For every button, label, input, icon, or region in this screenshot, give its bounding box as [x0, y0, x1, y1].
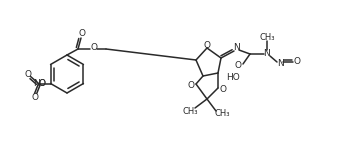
Text: O: O — [78, 29, 86, 39]
Text: O: O — [91, 44, 97, 53]
Text: O: O — [219, 85, 226, 93]
Text: CH₃: CH₃ — [259, 32, 275, 41]
Text: CH₃: CH₃ — [214, 110, 230, 119]
Text: N: N — [33, 79, 40, 88]
Text: O: O — [293, 58, 300, 66]
Text: O: O — [39, 80, 45, 88]
Text: O: O — [24, 70, 31, 79]
Text: O: O — [235, 61, 242, 71]
Text: HO: HO — [226, 73, 240, 81]
Text: O: O — [31, 93, 38, 102]
Text: CH₃: CH₃ — [182, 107, 198, 115]
Text: O: O — [187, 80, 195, 90]
Text: N: N — [234, 44, 240, 53]
Text: O: O — [39, 78, 45, 88]
Text: N: N — [277, 58, 283, 68]
Text: N: N — [264, 49, 270, 58]
Text: O: O — [204, 41, 210, 49]
